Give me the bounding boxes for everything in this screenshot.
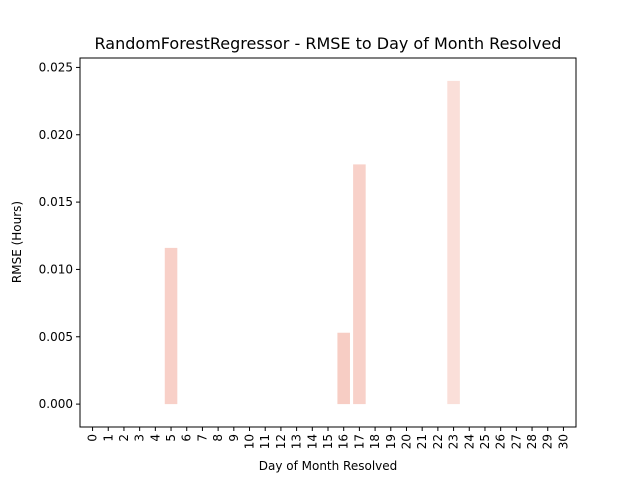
x-tick-label: 20 [399, 434, 413, 449]
x-tick-label: 14 [305, 434, 319, 449]
y-tick-label: 0.020 [39, 128, 73, 142]
bar-day-16 [337, 332, 350, 405]
x-axis: 0 1 2 3 4 5 6 7 8 9 10 11 12 13 14 15 16 17 18 19 20 21 22 23 24… [86, 427, 570, 449]
x-axis-label: Day of Month Resolved [259, 459, 398, 473]
x-tick-label: 2 [117, 434, 131, 442]
x-tick-label: 10 [243, 434, 257, 449]
plot-frame [79, 57, 577, 428]
x-tick-label: 26 [494, 434, 508, 449]
y-tick-label: 0.010 [39, 262, 73, 276]
x-tick-label: 3 [133, 434, 147, 442]
x-tick-label: 29 [541, 434, 555, 449]
x-tick-label: 8 [211, 434, 225, 442]
x-tick-label: 12 [274, 434, 288, 449]
y-tick-label: 0.000 [39, 397, 73, 411]
x-tick-label: 28 [525, 434, 539, 449]
x-tick-label: 23 [447, 434, 461, 449]
x-tick-label: 17 [352, 434, 366, 449]
x-tick-label: 27 [509, 434, 523, 449]
x-tick-label: 1 [101, 434, 115, 442]
x-tick-label: 19 [384, 434, 398, 449]
x-tick-label: 4 [148, 434, 162, 442]
x-tick-label: 22 [431, 434, 445, 449]
x-tick-label: 24 [462, 434, 476, 449]
y-tick-label: 0.005 [39, 330, 73, 344]
x-tick-label: 5 [164, 434, 178, 442]
x-tick-label: 0 [86, 434, 100, 442]
chart-title: RandomForestRegressor - RMSE to Day of M… [95, 34, 562, 53]
bar-day-17 [353, 164, 366, 405]
y-tick-label: 0.015 [39, 195, 73, 209]
bars-group [164, 80, 460, 405]
y-axis-label: RMSE (Hours) [10, 201, 24, 283]
x-tick-label: 30 [556, 434, 570, 449]
x-tick-label: 13 [290, 434, 304, 449]
x-tick-label: 15 [321, 434, 335, 449]
bar-day-23 [447, 80, 460, 405]
x-tick-label: 21 [415, 434, 429, 449]
x-tick-label: 6 [180, 434, 194, 442]
x-tick-label: 25 [478, 434, 492, 449]
x-tick-label: 7 [195, 434, 209, 442]
x-tick-label: 11 [258, 434, 272, 449]
bar-day-5 [164, 247, 178, 405]
x-tick-label: 9 [227, 434, 241, 442]
x-tick-label: 18 [368, 434, 382, 449]
x-tick-label: 16 [337, 434, 351, 449]
y-tick-label: 0.025 [39, 60, 73, 74]
y-axis: 0.000 0.005 0.010 0.015 0.020 0.025 [39, 60, 80, 411]
